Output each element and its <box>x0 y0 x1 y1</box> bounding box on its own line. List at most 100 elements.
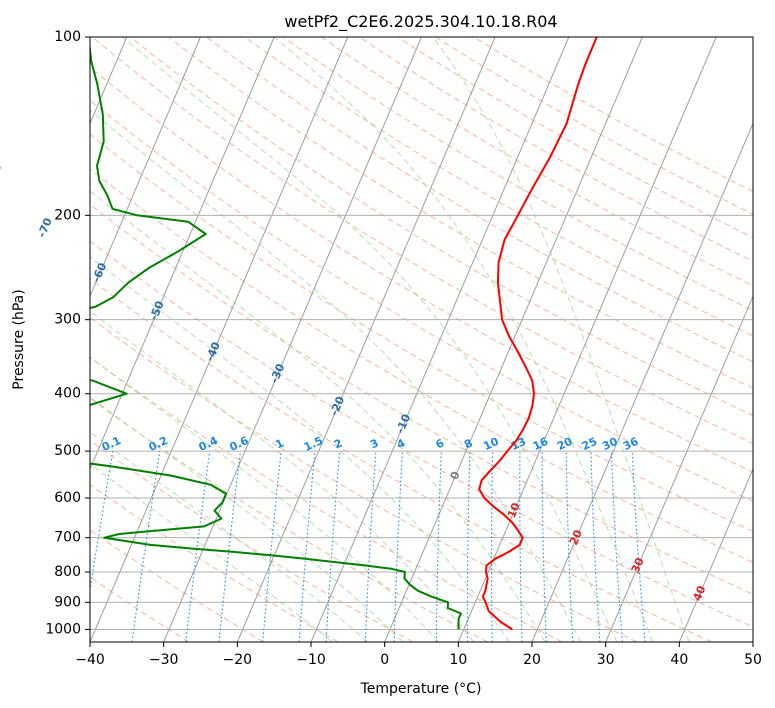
mixing-ratio-line <box>631 451 646 642</box>
moist-adiabat <box>121 37 618 642</box>
dry-adiabat <box>90 440 414 642</box>
moist-adiabat <box>90 431 369 642</box>
x-axis-label: Temperature (°C) <box>360 681 482 697</box>
dry-adiabat <box>359 37 753 262</box>
x-tick-label: 50 <box>744 652 762 668</box>
y-axis: 100 200 300 400 500 600 700 800 900 1000 <box>45 29 90 637</box>
y-tick-label: 500 <box>54 443 81 459</box>
isotherm-label: -10 <box>394 412 414 436</box>
mixing-ratio-line <box>298 451 316 642</box>
x-tick-label: −40 <box>75 652 105 668</box>
isotherm-label: 0 <box>448 469 463 481</box>
dry-adiabat <box>435 37 753 215</box>
dry-adiabat <box>90 66 753 473</box>
x-tick-label: −30 <box>149 652 179 668</box>
dry-adiabat <box>90 397 488 642</box>
y-tick-label: 800 <box>54 564 81 580</box>
isotherm-line <box>90 37 275 471</box>
isotherm-label: -50 <box>147 299 167 323</box>
moist-adiabat <box>90 190 546 642</box>
dry-adiabat <box>91 37 753 444</box>
y-tick-label: 100 <box>54 29 81 45</box>
dry-adiabat <box>168 37 753 389</box>
isotherm-line <box>90 37 349 642</box>
isotherm-label: -60 <box>90 261 110 285</box>
isotherm-line <box>310 37 570 642</box>
dry-adiabat <box>90 168 753 563</box>
isotherm-line <box>457 37 717 642</box>
mixing-ratio-label: 25 <box>580 435 599 453</box>
mixing-ratio-line <box>610 451 623 642</box>
x-tick-label: 30 <box>597 652 615 668</box>
isotherm-line <box>605 295 753 642</box>
mixing-ratio-line <box>262 451 282 642</box>
mixing-ratio-line <box>565 451 574 642</box>
mixing-ratio-label: 20 <box>555 435 575 453</box>
mixing-ratio-line <box>90 451 114 594</box>
mixing-ratio-line <box>185 451 211 642</box>
profile-series <box>90 37 598 631</box>
mixing-ratio-label: 10 <box>481 435 501 453</box>
isotherm-label: 20 <box>567 528 585 547</box>
x-tick-label: 0 <box>380 652 389 668</box>
moist-adiabat <box>90 356 439 642</box>
y-tick-label: 700 <box>54 530 81 546</box>
isotherm-label: 30 <box>629 555 647 574</box>
mixing-ratio-line <box>364 451 377 642</box>
dry-adiabat <box>206 37 753 363</box>
y-axis-label: Pressure (hPa) <box>11 289 27 389</box>
isotherm-line <box>236 37 496 642</box>
y-tick-label: 900 <box>54 594 81 610</box>
x-tick-label: 40 <box>670 652 688 668</box>
dry-adiabat <box>90 483 339 642</box>
plot-frame <box>89 36 754 643</box>
isotherm-line <box>531 122 753 642</box>
x-tick-label: 20 <box>523 652 541 668</box>
y-tick-label: 200 <box>54 207 81 223</box>
moist-adiabat <box>273 37 654 642</box>
dry-adiabat <box>130 37 753 417</box>
mixing-ratio-line <box>218 451 242 642</box>
mixing-ratio-line <box>466 451 471 642</box>
isotherm-label: -70 <box>35 216 55 240</box>
dry-adiabat <box>90 203 753 595</box>
mixing-ratio-label: 1 <box>273 436 285 451</box>
moist-adiabat <box>90 396 404 642</box>
isotherm-label: -80 <box>0 161 5 185</box>
isotherm-label: -20 <box>327 394 347 418</box>
mixing-ratio-label: 16 <box>531 435 551 453</box>
dry-adiabat <box>90 356 563 642</box>
x-tick-label: −10 <box>296 652 326 668</box>
isotherm-label: 40 <box>691 584 709 603</box>
y-tick-label: 400 <box>54 386 81 402</box>
profile-line <box>90 41 462 630</box>
moist-adiabat <box>90 463 333 642</box>
mixing-ratio-label: 30 <box>600 435 620 453</box>
isotherm-line <box>678 467 753 642</box>
mixing-ratio-label: 4 <box>395 436 408 451</box>
moist-adiabat <box>90 255 510 642</box>
moist-adiabat <box>432 37 690 642</box>
dry-adiabat <box>90 133 753 533</box>
y-tick-label: 1000 <box>45 621 81 637</box>
y-tick-label: 600 <box>54 490 81 506</box>
mixing-ratio-line <box>435 451 442 642</box>
mixing-ratio-line <box>590 451 601 642</box>
x-tick-label: 10 <box>449 652 467 668</box>
isotherm-line <box>384 37 643 642</box>
isotherm-label: -40 <box>203 340 223 364</box>
dry-adiabat <box>90 576 190 642</box>
isotherm-line <box>163 37 422 642</box>
x-tick-label: −20 <box>223 652 253 668</box>
mixing-ratio-label: 13 <box>509 435 528 453</box>
dry-adiabat <box>282 37 753 312</box>
mixing-ratio-label: 36 <box>621 435 641 453</box>
chart-title: wetPf2_C2E6.2025.304.10.18.R04 <box>284 12 557 32</box>
background-lines <box>90 37 753 642</box>
y-tick-label: 300 <box>54 312 81 328</box>
dry-adiabat <box>90 316 638 642</box>
profile-line <box>478 37 598 631</box>
dry-adiabat <box>90 240 753 628</box>
x-axis: −40 −30 −20 −10 0 10 20 30 40 50 <box>75 642 762 668</box>
